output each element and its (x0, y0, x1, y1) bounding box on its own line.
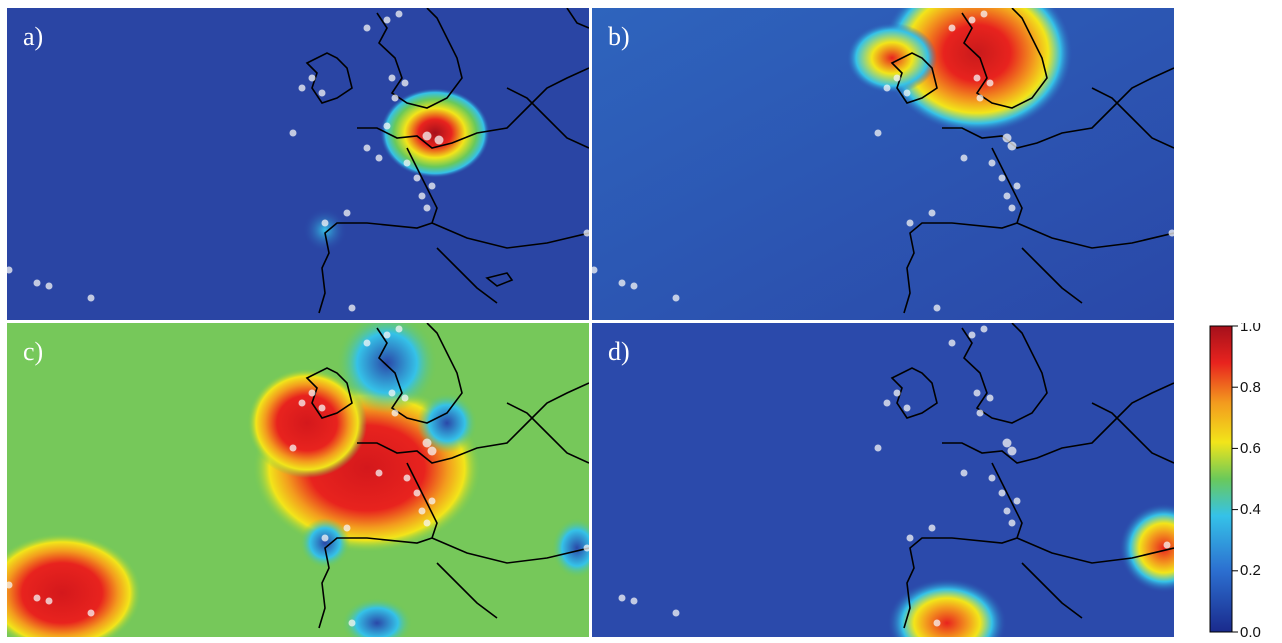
coastlines (305, 8, 589, 314)
colorbar-tick-0-0: 0.0 (1240, 624, 1261, 641)
panel-c-map: c) (7, 323, 589, 637)
panel-b-map: b) (592, 8, 1174, 320)
panel-b-label: b) (608, 22, 630, 51)
colorbar-tick-0-6: 0.6 (1240, 440, 1261, 457)
panel-d-label: d) (608, 337, 630, 366)
colorbar-tick-0-4: 0.4 (1240, 501, 1261, 518)
panel-a-label: a) (23, 22, 44, 51)
colorbar-legend: 1.0 0.8 0.6 0.4 0.2 0.0 (1209, 323, 1261, 641)
colorbar-tick-0-8: 0.8 (1240, 379, 1261, 396)
colorbar-tick-1-0: 1.0 (1240, 323, 1261, 335)
panel-d-map: d) (592, 323, 1174, 637)
panel-c-label: c) (23, 337, 44, 366)
colorbar-tick-0-2: 0.2 (1240, 562, 1261, 579)
hotspot-channel (380, 88, 490, 178)
panel-a-map: a) (7, 8, 589, 320)
site-markers (7, 10, 589, 312)
colorbar-gradient (1209, 325, 1233, 633)
